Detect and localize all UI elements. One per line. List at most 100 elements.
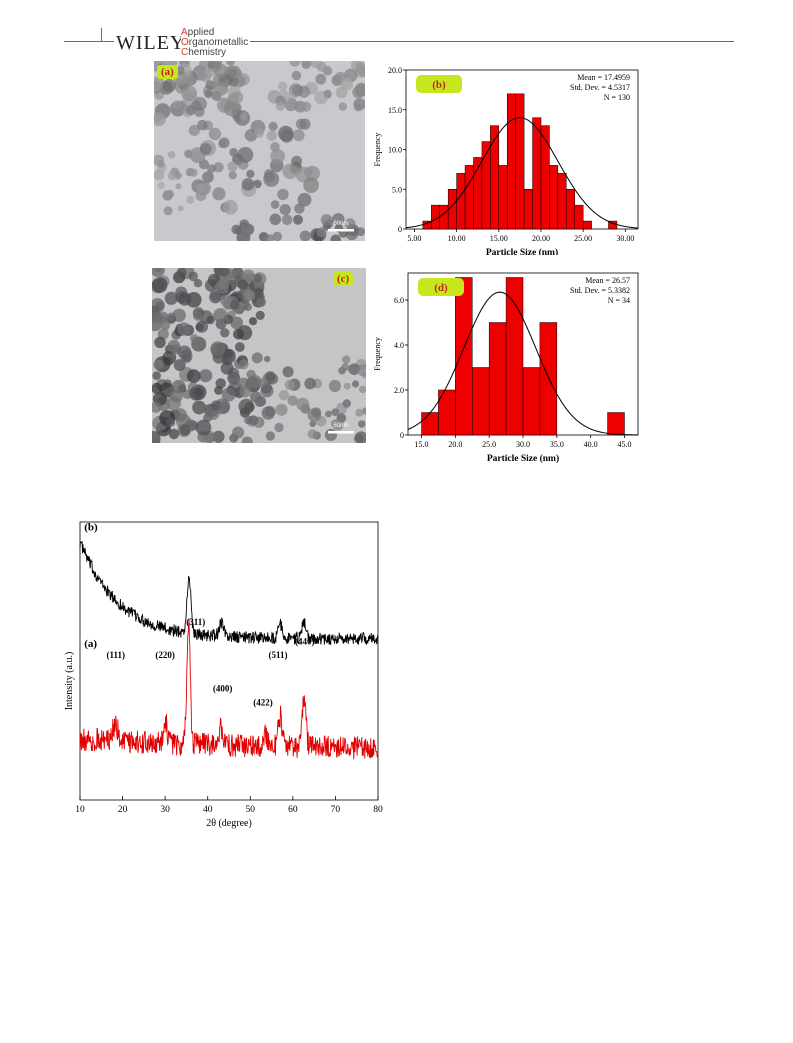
tem-particle	[315, 73, 327, 85]
x-axis-label: Particle Size (nm)	[486, 247, 558, 255]
tem-particle	[291, 70, 302, 81]
tem-particle	[220, 361, 234, 375]
x-tick-label: 40.0	[584, 440, 598, 449]
tem-particle	[331, 408, 340, 417]
tem-particle	[202, 171, 214, 183]
tem-particle	[268, 121, 278, 131]
histogram-b-svg: 5.00 10.00 15.00 20.00 25.00 30.00 0 5.0 10.0 15.…	[373, 66, 639, 258]
tem-particle	[188, 124, 200, 136]
tem-particle	[217, 268, 230, 277]
tem-particle	[189, 168, 198, 177]
journal-logo: Applied Organometallic Chemistry	[181, 28, 251, 58]
tem-particle	[194, 387, 204, 397]
tem-particle	[226, 61, 235, 66]
tem-particle	[173, 359, 186, 371]
histogram-bar	[574, 204, 584, 230]
tem-particle	[341, 363, 350, 372]
tem-particle	[218, 137, 230, 149]
scale-bar-label-a: 60nm	[333, 221, 348, 227]
tem-particle	[211, 61, 223, 68]
histogram-bars	[421, 277, 625, 436]
tem-particle	[270, 200, 280, 209]
tem-particle	[184, 149, 193, 159]
panel-tag-background	[416, 75, 462, 93]
tem-particle	[194, 106, 205, 117]
tem-particles	[152, 268, 366, 443]
tem-particle	[200, 143, 212, 155]
tem-particle	[265, 234, 274, 241]
tem-particle	[303, 177, 319, 193]
tem-particle	[280, 129, 294, 143]
tem-particle	[176, 268, 187, 278]
y-tick-label: 20.0	[388, 66, 402, 75]
x-tick-label: 70	[331, 805, 341, 815]
tem-particle	[323, 89, 332, 98]
series-tag: (a)	[84, 638, 97, 650]
scale-bar-a: 60nm	[328, 221, 354, 232]
y-tick-label: 15.0	[388, 106, 402, 115]
stats-line: N = 130	[604, 93, 630, 102]
histogram-bar	[557, 173, 567, 230]
histogram-d: 15.0 20.0 25.0 30.0 35.0 40.0 45.0 0 2.0 4.0 6.0 Pa…	[368, 268, 643, 465]
tem-particle	[255, 310, 265, 320]
tem-particle	[229, 148, 238, 157]
tem-particle	[282, 366, 294, 378]
tem-particle	[304, 377, 316, 390]
tem-particle	[192, 400, 206, 415]
histogram-bar	[498, 165, 508, 230]
x-tick-label: 80	[373, 805, 383, 815]
x-tick-label: 30	[160, 805, 170, 815]
tem-particle	[177, 205, 184, 212]
tem-particle	[152, 371, 161, 380]
stats-line: Mean = 17.4959	[577, 73, 630, 82]
y-tick-label: 10.0	[388, 146, 402, 155]
tem-particle	[291, 155, 302, 167]
tem-particle	[343, 382, 351, 390]
tem-particle	[167, 171, 177, 181]
tem-particle	[301, 101, 312, 112]
tem-particle	[293, 214, 303, 225]
x-tick-label: 60	[288, 805, 298, 815]
tem-particle	[186, 369, 201, 383]
tem-particle	[214, 386, 223, 395]
series-tag: (b)	[84, 521, 98, 533]
tem-particle	[165, 189, 175, 198]
tem-particle	[299, 118, 311, 130]
tem-particle	[269, 213, 282, 226]
x-tick-label: 50	[246, 805, 256, 815]
tem-particle	[348, 363, 360, 375]
tem-particle	[224, 348, 234, 358]
histogram-bar	[566, 189, 575, 230]
tem-particle	[153, 359, 164, 370]
tem-particle	[281, 214, 293, 226]
tem-particle	[184, 419, 197, 432]
histogram-bar	[539, 322, 558, 436]
tem-particle	[238, 359, 249, 370]
tem-particle	[264, 355, 271, 363]
tem-particle	[152, 298, 165, 313]
tem-particle	[168, 428, 180, 440]
tem-particle	[265, 431, 276, 441]
tem-particle	[354, 431, 366, 443]
tem-particle	[195, 152, 205, 162]
tem-particle	[238, 398, 254, 415]
histogram-bar	[472, 367, 490, 436]
journal-word-chemistry: hemistry	[188, 47, 227, 58]
tem-particle	[307, 429, 318, 439]
tem-particle	[356, 227, 365, 236]
tem-particles	[154, 61, 365, 241]
tem-particle	[154, 169, 165, 181]
x-tick-label: 5.00	[407, 234, 421, 243]
plot-frame	[79, 521, 379, 801]
tem-particle	[338, 102, 348, 111]
tem-particle	[342, 399, 351, 408]
tem-particle	[258, 378, 267, 387]
tem-particle	[320, 214, 333, 226]
histogram-bar	[532, 117, 542, 230]
tem-particle	[208, 127, 222, 141]
panel-tag-a: (a)	[157, 65, 178, 79]
tem-particle	[275, 403, 288, 416]
xrd-series-line	[79, 540, 379, 645]
tem-particle	[246, 369, 256, 380]
tem-particle	[230, 316, 244, 330]
